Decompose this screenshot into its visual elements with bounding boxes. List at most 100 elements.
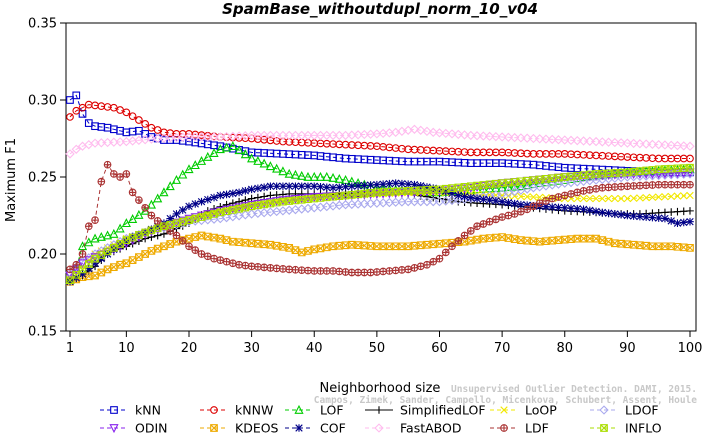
data-point-loop xyxy=(611,194,619,203)
x-axis-label: Neighborhood size xyxy=(320,381,441,396)
data-point-cof xyxy=(585,206,594,215)
data-point-inflo xyxy=(147,226,156,235)
data-point-ldf xyxy=(404,265,413,274)
data-point-lof xyxy=(635,166,645,176)
data-point-inflo xyxy=(366,189,375,197)
legend-item-kdeos: KDEOS xyxy=(200,421,279,434)
x-tick-label: 10 xyxy=(118,341,135,356)
data-point-ldf xyxy=(416,262,425,271)
data-point-fastabod xyxy=(209,132,219,142)
data-point-ldf xyxy=(523,205,532,214)
data-point-ldof xyxy=(685,169,695,179)
data-point-lof xyxy=(153,193,163,203)
data-point-inflo xyxy=(279,197,287,206)
legend-item-simplifiedlof: SimplifiedLOF xyxy=(365,403,486,418)
data-point-inflo xyxy=(517,177,525,186)
data-point-cof xyxy=(410,180,419,189)
data-point-cof xyxy=(222,190,231,199)
legend-marker xyxy=(374,423,384,433)
data-point-odin xyxy=(315,192,326,202)
data-point-ldf xyxy=(454,237,463,245)
data-point-kdeos xyxy=(247,239,256,248)
data-point-cof xyxy=(279,182,287,191)
legend-marker xyxy=(210,406,218,414)
data-point-cof xyxy=(629,212,638,220)
data-point-fastabod xyxy=(196,132,207,142)
data-point-ldf xyxy=(686,180,694,189)
data-point-inflo xyxy=(285,197,294,205)
data-point-lof xyxy=(240,149,250,159)
data-point-ldf xyxy=(84,222,93,231)
data-point-fastabod xyxy=(459,130,470,140)
series-ldf xyxy=(66,160,694,277)
y-tick-label: 0.25 xyxy=(28,171,57,186)
data-point-ldf xyxy=(153,217,162,225)
data-point-cof xyxy=(166,214,175,223)
data-point-cof xyxy=(84,264,93,273)
data-point-cof xyxy=(686,217,694,226)
data-point-kdeos xyxy=(153,244,162,253)
data-point-ldf xyxy=(322,267,331,275)
data-point-inflo xyxy=(216,208,225,217)
data-point-ldf xyxy=(560,191,569,200)
data-point-cof xyxy=(191,200,200,208)
data-point-ldf xyxy=(498,213,506,221)
data-point-inflo xyxy=(291,196,300,205)
data-point-inflo xyxy=(466,182,475,191)
data-point-inflo xyxy=(354,190,362,199)
data-point-cof xyxy=(573,205,582,213)
data-point-inflo xyxy=(247,202,256,211)
data-point-fastabod xyxy=(246,130,257,141)
data-point-inflo xyxy=(103,247,112,256)
data-point-cof xyxy=(385,179,394,188)
data-point-cof xyxy=(373,180,381,189)
data-point-ldf xyxy=(272,264,281,273)
data-point-fastabod xyxy=(641,139,651,149)
data-point-cof xyxy=(229,189,237,198)
data-point-inflo xyxy=(573,171,582,180)
data-point-kdeos xyxy=(141,250,150,258)
data-point-inflo xyxy=(266,199,275,208)
data-point-ldf xyxy=(648,181,657,189)
data-point-fastabod xyxy=(309,130,319,141)
data-point-kdeos xyxy=(473,235,481,244)
series-line-loop xyxy=(69,191,691,278)
data-point-knnw xyxy=(122,108,131,117)
data-point-knn xyxy=(66,96,74,104)
data-point-cof xyxy=(479,195,488,204)
data-point-inflo xyxy=(498,179,506,188)
data-point-fastabod xyxy=(647,139,658,150)
data-point-ldf xyxy=(398,266,406,274)
y-tick-label: 0.20 xyxy=(28,248,57,263)
data-point-cof xyxy=(510,199,519,208)
data-point-cof xyxy=(560,204,569,212)
data-point-kdeos xyxy=(185,234,193,243)
data-point-inflo xyxy=(316,194,325,202)
data-point-lof xyxy=(253,155,263,165)
x-tick-label: 1 xyxy=(66,341,74,356)
data-point-cof xyxy=(379,180,387,188)
data-point-knnw xyxy=(78,103,87,112)
data-point-inflo xyxy=(529,176,538,184)
data-point-lof xyxy=(234,145,244,155)
data-point-inflo xyxy=(116,240,124,248)
data-point-inflo xyxy=(153,224,162,233)
data-point-cof xyxy=(210,193,218,202)
data-point-ldf xyxy=(485,217,494,226)
data-point-fastabod xyxy=(666,140,676,150)
data-point-fastabod xyxy=(553,135,564,145)
data-point-ldf xyxy=(592,185,600,193)
data-point-inflo xyxy=(642,166,651,175)
data-point-odin xyxy=(666,169,676,179)
data-point-cof xyxy=(341,182,350,191)
data-point-fastabod xyxy=(635,139,645,149)
data-point-ldf xyxy=(228,259,237,268)
data-point-ldf xyxy=(654,180,663,189)
data-point-ldf xyxy=(78,250,87,258)
data-point-ldof xyxy=(428,196,438,207)
data-point-lof xyxy=(228,141,238,151)
data-point-inflo xyxy=(560,173,569,181)
data-point-ldf xyxy=(354,268,362,277)
data-point-inflo xyxy=(203,211,212,220)
data-point-cof xyxy=(266,182,275,191)
